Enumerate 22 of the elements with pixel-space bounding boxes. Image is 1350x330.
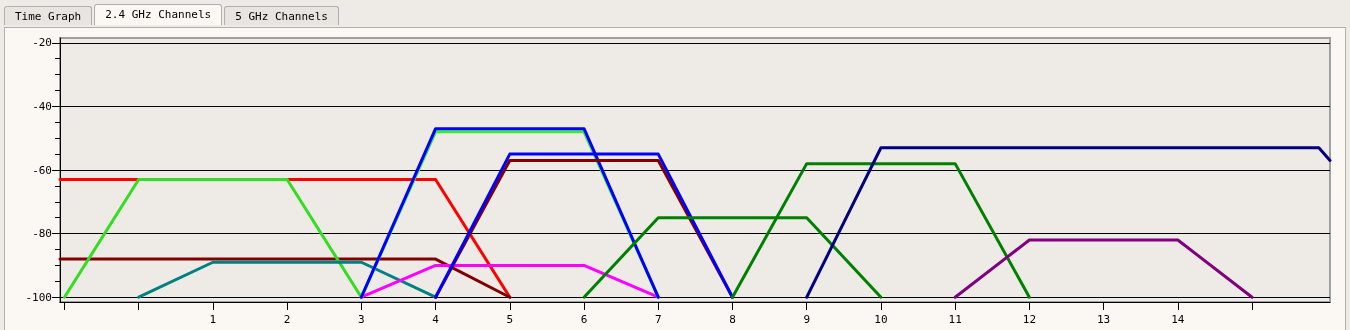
x-tick-label: 14 — [1171, 313, 1185, 326]
x-tick-label: 11 — [948, 313, 962, 326]
y-tick-label: -100 — [25, 290, 52, 304]
x-tick-label: 9 — [803, 313, 811, 326]
x-tick-label: 6 — [580, 313, 588, 326]
x-tick-label: 13 — [1096, 313, 1111, 326]
text: Time Graph — [4, 6, 93, 25]
x-tick-label: 12 — [1022, 313, 1037, 326]
y-tick-label: -60 — [32, 163, 52, 177]
y-tick-label: -80 — [32, 227, 52, 241]
x-tick-label: 5 — [506, 313, 514, 326]
x-tick-label: 1 — [209, 313, 217, 326]
text: 2.4 GHz Channels — [94, 4, 223, 25]
x-tick-label: 8 — [729, 313, 736, 326]
x-tick-label: 2 — [283, 313, 291, 326]
x-tick-label: 7 — [654, 313, 662, 326]
y-tick-label: -20 — [32, 36, 52, 50]
text: 5 GHz Channels — [224, 6, 339, 25]
x-tick-label: 3 — [358, 313, 365, 326]
x-tick-label: 10 — [874, 313, 888, 326]
y-tick-label: -40 — [32, 99, 52, 113]
x-tick-label: 4 — [432, 313, 440, 326]
